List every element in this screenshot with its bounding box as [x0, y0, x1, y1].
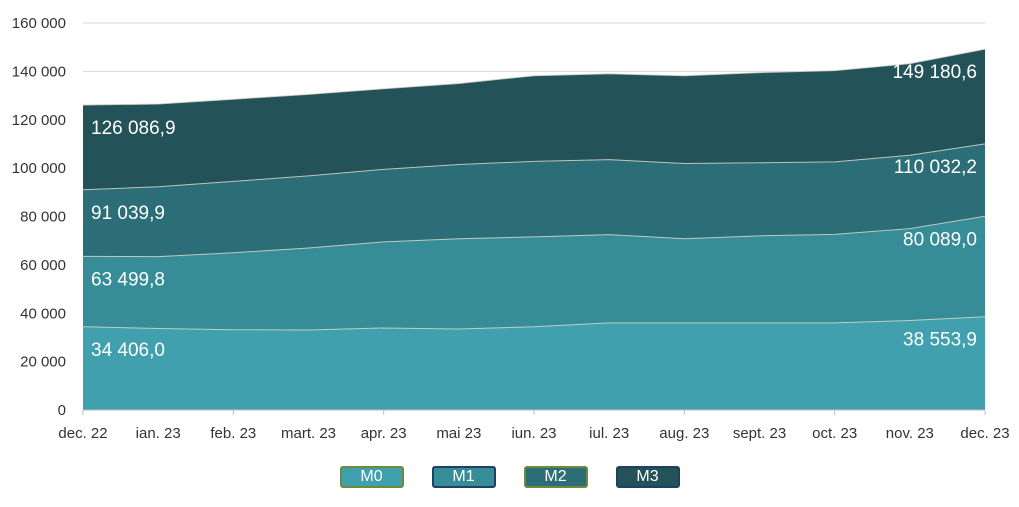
- data-label-m0-12: 38 553,9: [903, 330, 977, 351]
- area-edge-m2: [82, 143, 986, 191]
- area-edge-m0: [82, 316, 986, 331]
- area-edge-m3: [82, 48, 986, 106]
- x-tick-label-10: oct. 23: [812, 425, 857, 442]
- data-label-m3-12: 149 180,6: [892, 62, 977, 83]
- chart-legend: M0 M1 M2 M3: [0, 466, 1019, 494]
- y-tick-label-8: 160 000: [12, 15, 66, 32]
- data-label-m1-12: 80 089,0: [903, 229, 977, 250]
- x-axis-labels: dec. 22 ian. 23 feb. 23 mart. 23 apr. 23 mai …: [58, 425, 1009, 442]
- legend-item-m0: M0: [339, 466, 404, 488]
- y-tick-label-6: 120 000: [12, 112, 66, 129]
- data-label-m0-0: 34 406,0: [91, 340, 165, 361]
- x-axis-ticks: [82, 410, 986, 415]
- x-tick-label-4: apr. 23: [361, 425, 407, 442]
- x-tick-label-2: feb. 23: [210, 425, 256, 442]
- area-edge-m1: [82, 215, 986, 258]
- x-tick-label-9: sept. 23: [733, 425, 786, 442]
- x-tick-label-12: dec. 23: [960, 425, 1009, 442]
- data-label-m2-12: 110 032,2: [894, 157, 977, 178]
- x-tick-label-7: iul. 23: [589, 425, 629, 442]
- y-tick-label-4: 80 000: [20, 209, 66, 226]
- x-tick-label-6: iun. 23: [511, 425, 556, 442]
- x-tick-label-11: nov. 23: [886, 425, 934, 442]
- legend-item-m1: M1: [431, 466, 496, 488]
- y-tick-label-1: 20 000: [20, 354, 66, 371]
- y-tick-label-5: 100 000: [12, 160, 66, 177]
- legend-item-m3: M3: [615, 466, 680, 488]
- y-tick-label-0: 0: [58, 402, 66, 419]
- y-tick-label-2: 40 000: [20, 305, 66, 322]
- data-label-m3-0: 126 086,9: [91, 118, 176, 139]
- y-tick-label-7: 140 000: [12, 63, 66, 80]
- y-tick-label-3: 60 000: [20, 257, 66, 274]
- data-label-m1-0: 63 499,8: [91, 269, 165, 290]
- area-series-group: [82, 48, 986, 410]
- x-tick-label-8: aug. 23: [659, 425, 709, 442]
- x-tick-label-5: mai 23: [436, 425, 481, 442]
- x-tick-label-0: dec. 22: [58, 425, 107, 442]
- x-tick-label-1: ian. 23: [136, 425, 181, 442]
- area-m0: [83, 316, 985, 410]
- data-label-m2-0: 91 039,9: [91, 203, 165, 224]
- y-axis-labels: 0 20 000 40 000 60 000 80 000 100 000 120 000 1…: [12, 15, 66, 419]
- data-labels: 34 406,0 38 553,9 63 499,8 80 089,0 91 039,9…: [91, 62, 977, 361]
- x-tick-label-3: mart. 23: [281, 425, 336, 442]
- legend-item-m2: M2: [523, 466, 588, 488]
- stacked-area-chart: 0 20 000 40 000 60 000 80 000 100 000 120 000 1…: [12, 15, 1010, 442]
